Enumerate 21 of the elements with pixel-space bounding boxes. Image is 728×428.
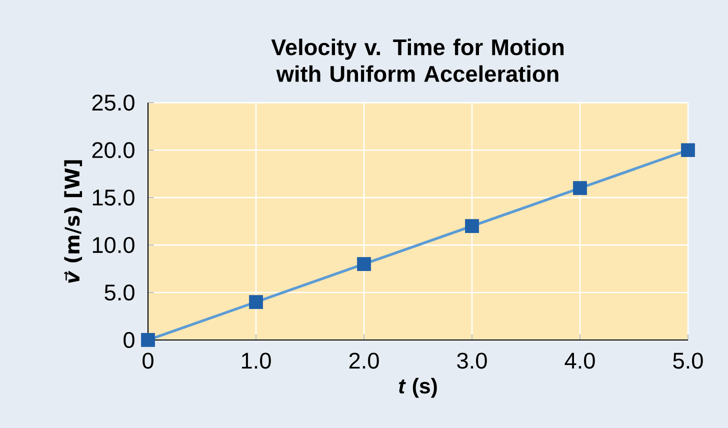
x-tick-label: 2.0	[349, 352, 379, 369]
y-tick-label: 5.0	[104, 284, 134, 301]
y-axis-title: v⃗ (m/s) [W]	[64, 160, 82, 283]
point	[357, 257, 371, 271]
point	[681, 143, 695, 158]
x-axis-title: t (s)	[398, 378, 437, 398]
point	[141, 333, 155, 347]
x-tick-label: 1.0	[242, 352, 271, 369]
y-tick-label: 15.0	[92, 190, 134, 206]
point	[249, 295, 263, 309]
y-tick-label: 25.0	[92, 94, 134, 111]
point	[573, 181, 587, 196]
x-tick-label: 0	[142, 352, 154, 369]
point	[465, 219, 479, 234]
y-tick-label: 0	[124, 332, 134, 348]
x-tick-label: 4.0	[564, 352, 595, 369]
y-tick-label: 20.0	[92, 142, 134, 158]
chart-title: Velocity v. Time for Motion with Uniform Acceleration	[271, 38, 564, 82]
y-tick-label: 10.0	[92, 237, 134, 254]
x-tick-label: 3.0	[457, 352, 487, 369]
x-tick-label: 5.0	[673, 352, 703, 369]
